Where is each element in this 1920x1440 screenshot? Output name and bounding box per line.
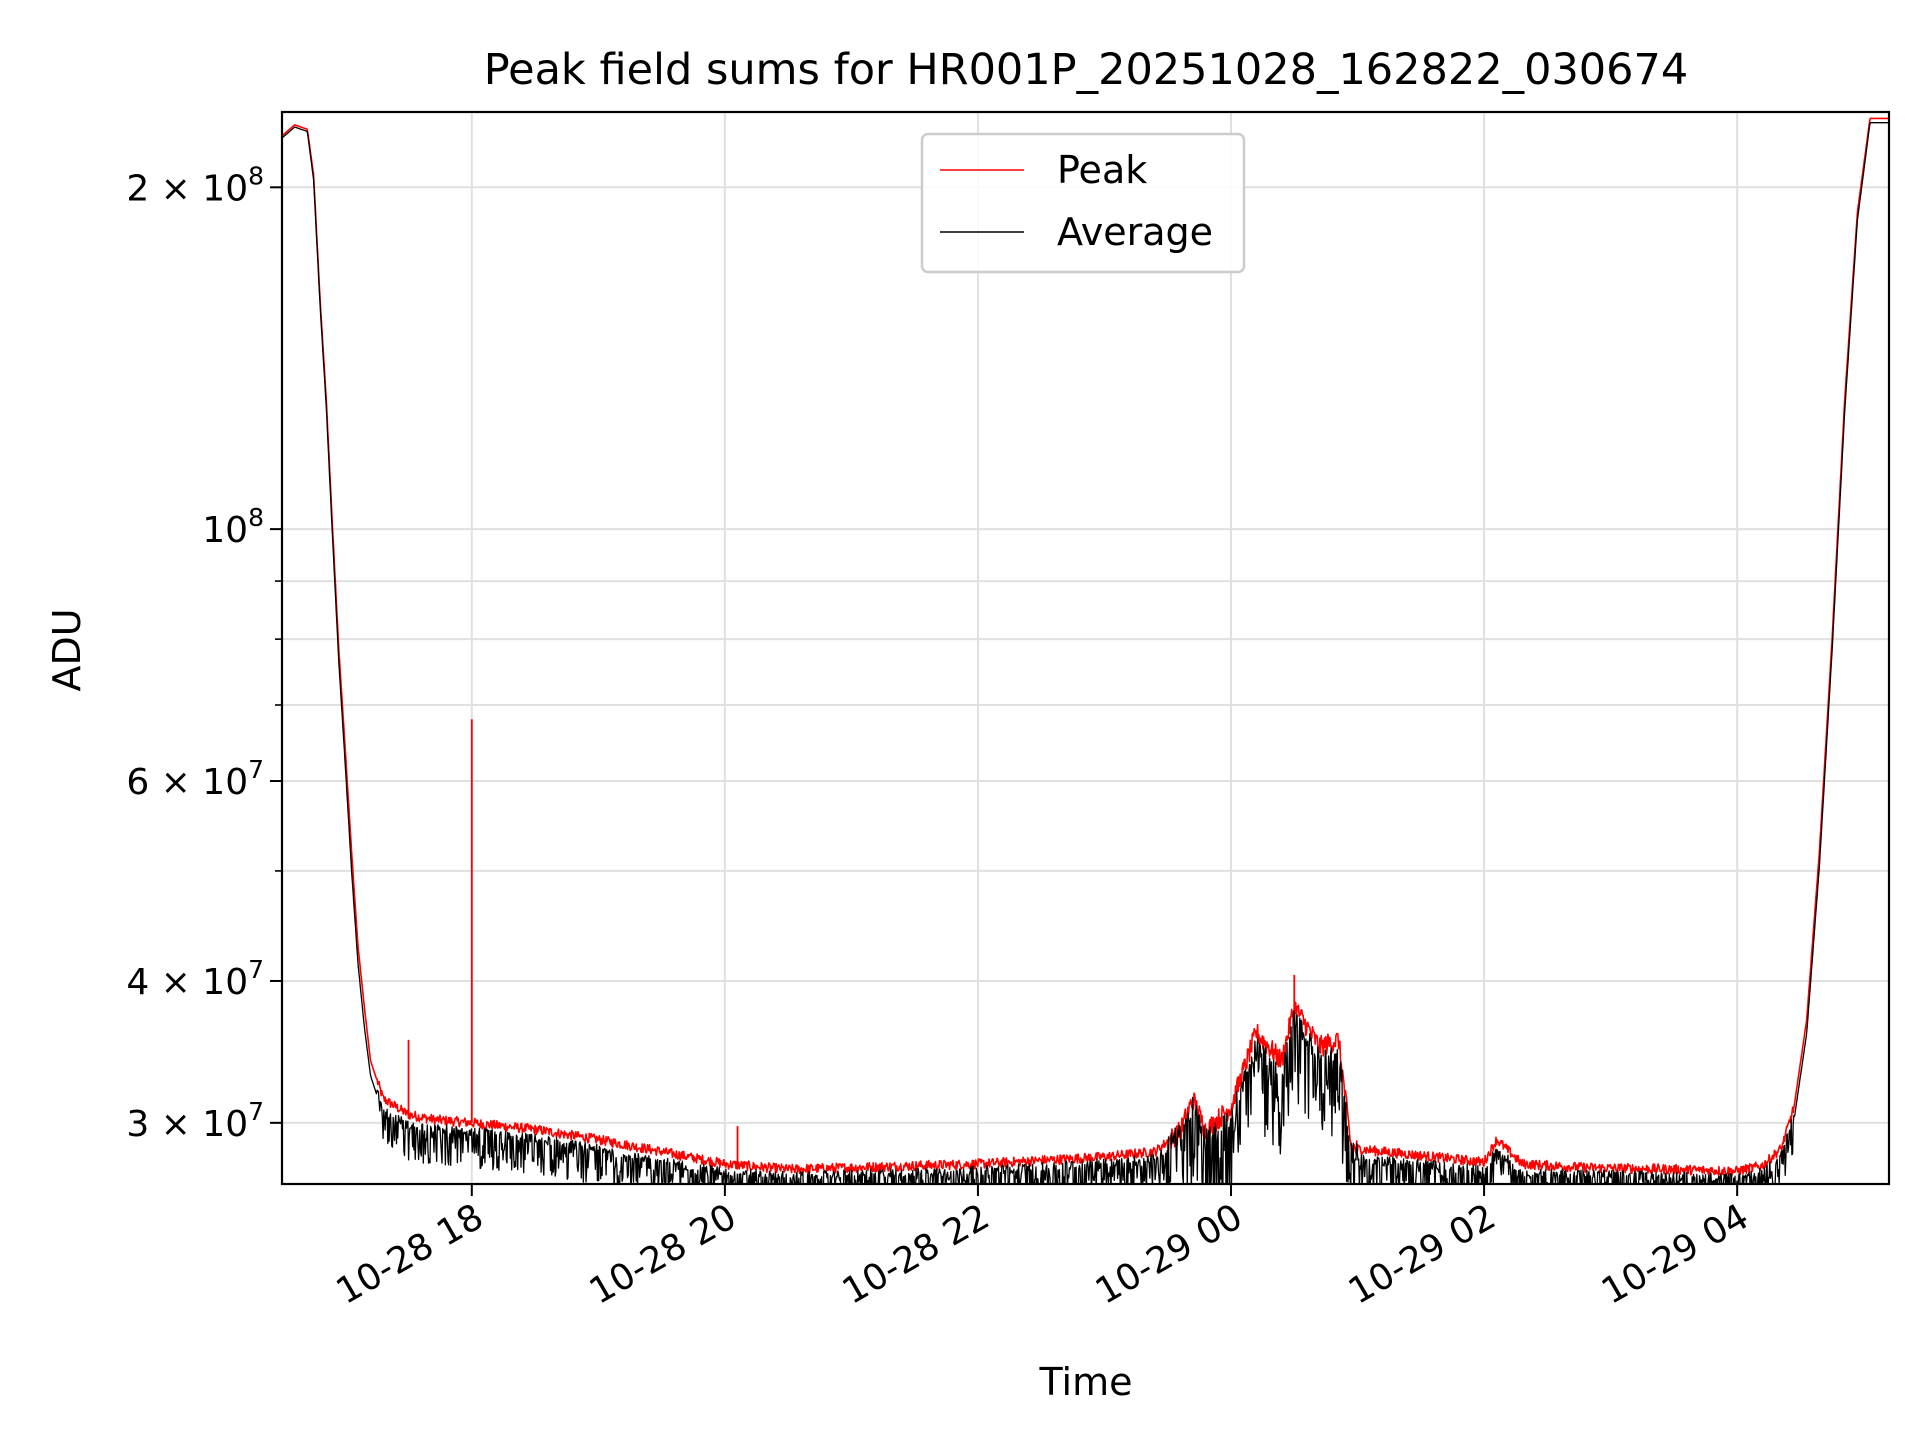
series-line-average: [282, 122, 1889, 1184]
y-tick-label: 2 × 108: [126, 161, 264, 209]
y-tick-label: 6 × 107: [126, 755, 264, 803]
legend: Peak Average: [920, 132, 1246, 274]
legend-label-average: Average: [1057, 210, 1213, 254]
x-axis-label: Time: [1039, 1360, 1133, 1404]
y-axis-ticks: 2 × 108 108 6 × 107 4 × 107 3 × 107: [126, 161, 282, 1145]
legend-label-peak: Peak: [1057, 148, 1147, 192]
grid-lines: [282, 112, 1889, 1184]
legend-box: [920, 132, 1246, 274]
series-line-peak: [282, 117, 1889, 1177]
plot-frame: [280, 110, 1891, 1186]
chart-title: Peak field sums for HR001P_20251028_1628…: [484, 45, 1689, 95]
y-tick-label: 108: [202, 503, 264, 551]
y-axis-label: ADU: [45, 608, 89, 691]
y-tick-label: 3 × 107: [126, 1097, 264, 1145]
y-tick-label: 4 × 107: [126, 955, 264, 1003]
series-layer: [282, 117, 1889, 1184]
